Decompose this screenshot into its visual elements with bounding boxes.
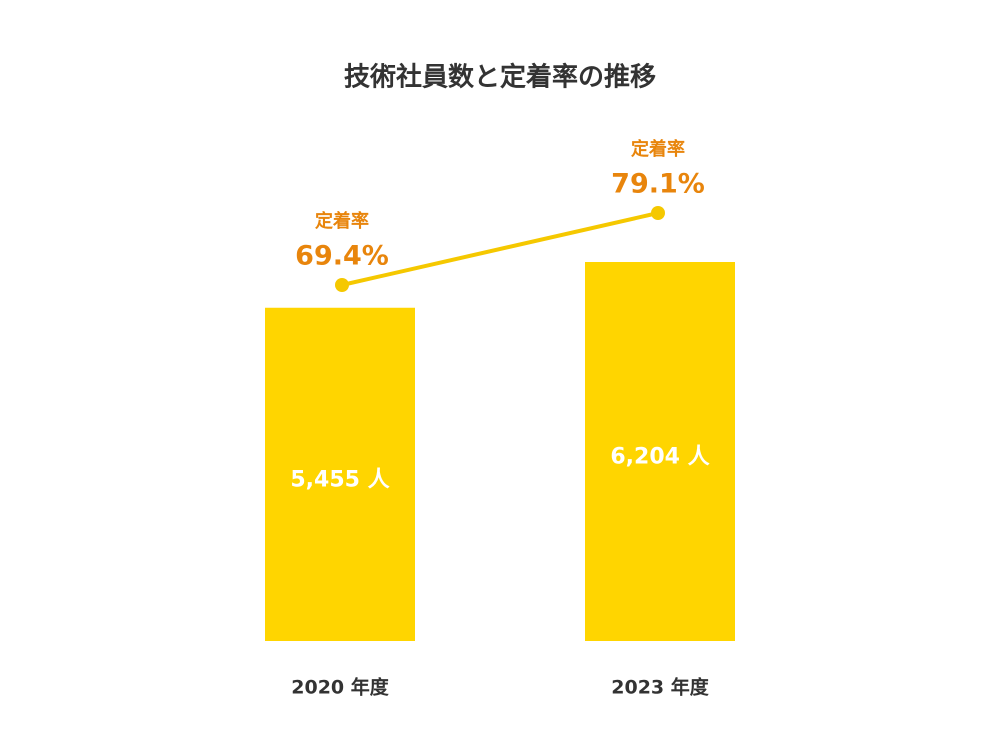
point-value-label: 79.1% xyxy=(611,169,705,200)
point-label-title: 定着率 xyxy=(315,210,369,232)
bar-value-label: 5,455 人 xyxy=(290,467,389,492)
x-tick-label: 2020 年度 xyxy=(291,676,389,699)
point-value-label: 69.4% xyxy=(295,241,389,272)
bar xyxy=(585,262,735,641)
line-point xyxy=(335,278,349,292)
line-point xyxy=(651,206,665,220)
chart-title: 技術社員数と定着率の推移 xyxy=(344,62,656,93)
bar-value-label: 6,204 人 xyxy=(610,445,709,470)
point-label-title: 定着率 xyxy=(631,138,685,160)
bar xyxy=(265,307,415,641)
line xyxy=(341,211,659,287)
x-tick-label: 2023 年度 xyxy=(611,676,709,699)
